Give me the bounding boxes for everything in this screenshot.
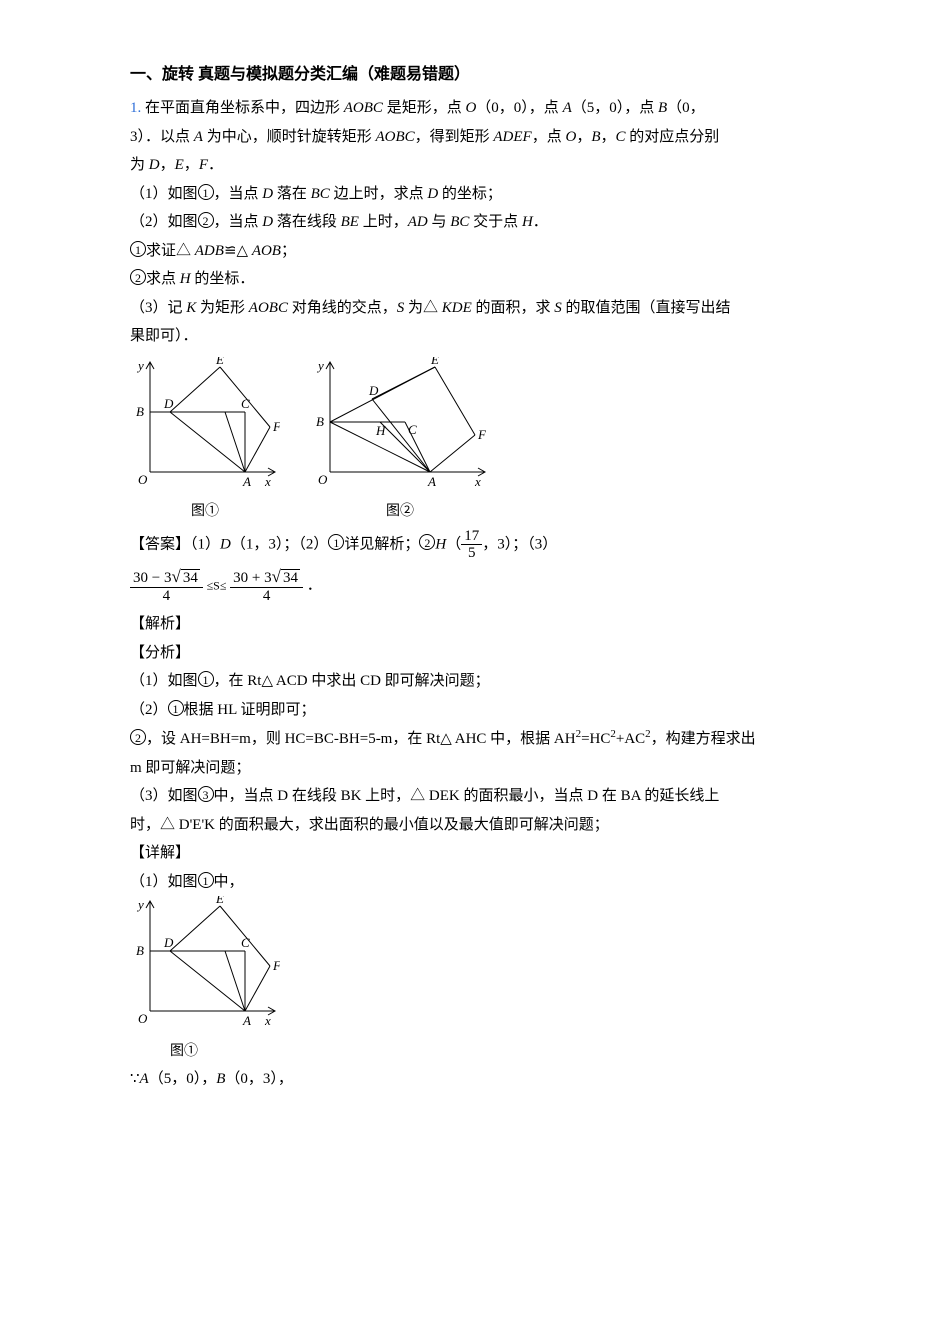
part-1: （1）如图1，当点 D 落在 BC 边上时，求点 D 的坐标；	[130, 180, 845, 209]
figure-1-svg: O Ax y B C D E F	[130, 357, 280, 487]
svg-text:A: A	[242, 474, 251, 487]
svg-text:y: y	[136, 358, 144, 373]
answer-line: 【答案】（1）D（1，3）；（2）1详见解析；2H（175，3）；（3）	[130, 528, 845, 562]
figure-1: O Ax y B C D E F 图①	[130, 357, 280, 526]
analysis-4b: 时，△ D'E'K 的面积最大，求出面积的最小值以及最大值即可解决问题；	[130, 811, 845, 840]
svg-text:B: B	[136, 404, 144, 419]
analysis-3b: m 即可解决问题；	[130, 754, 845, 783]
question-stem-l2: 3）．以点 A 为中心，顺时针旋转矩形 AOBC，得到矩形 ADEF，点 O，B…	[130, 123, 845, 152]
sub-1: 1求证△ ADB≌△ AOB；	[130, 237, 845, 266]
section-fenxi: 【分析】	[130, 639, 845, 668]
analysis-3: 2，设 AH=BH=m，则 HC=BC-BH=5-m，在 Rt△ AHC 中，根…	[130, 724, 845, 754]
svg-text:y: y	[136, 897, 144, 912]
svg-text:A: A	[242, 1013, 251, 1026]
svg-text:E: E	[215, 357, 224, 367]
last-line: ∵A（5，0），B（0，3），	[130, 1065, 845, 1094]
question-number: 1.	[130, 100, 141, 116]
part-3b: 果即可）．	[130, 322, 845, 351]
figure-2-svg: O Ax y B C D E F H	[310, 357, 490, 487]
part-2: （2）如图2，当点 D 落在线段 BE 上时，AD 与 BC 交于点 H．	[130, 208, 845, 237]
svg-text:y: y	[316, 358, 324, 373]
svg-text:F: F	[477, 427, 487, 442]
svg-text:E: E	[215, 896, 224, 906]
sub-2: 2求点 H 的坐标．	[130, 265, 845, 294]
svg-text:O: O	[318, 472, 328, 487]
svg-text:D: D	[163, 935, 174, 950]
analysis-2: （2）1根据 HL 证明即可；	[130, 696, 845, 725]
svg-text:H: H	[375, 423, 386, 438]
figure-1-caption: 图①	[130, 499, 280, 526]
svg-text:E: E	[430, 357, 439, 367]
question-stem-l3: 为 D，E，F．	[130, 151, 845, 180]
section-heading: 一、旋转 真题与模拟题分类汇编（难题易错题）	[130, 60, 845, 90]
svg-text:C: C	[408, 422, 417, 437]
detail-1: （1）如图1中，	[130, 868, 845, 897]
svg-text:C: C	[241, 935, 250, 950]
svg-text:A: A	[427, 474, 436, 487]
svg-text:O: O	[138, 1011, 148, 1026]
svg-text:x: x	[264, 474, 271, 487]
figure-2: O Ax y B C D E F H 图②	[310, 357, 490, 526]
question-stem-l1: 1. 在平面直角坐标系中，四边形 AOBC 是矩形，点 O（0，0），点 A（5…	[130, 94, 845, 123]
svg-text:D: D	[163, 396, 174, 411]
figure-1-repeat-svg: O Ax y B C D E F	[130, 896, 280, 1026]
figure-1-repeat: O Ax y B C D E F 图①	[130, 896, 845, 1065]
part-3: （3）记 K 为矩形 AOBC 对角线的交点，S 为△ KDE 的面积，求 S …	[130, 294, 845, 323]
svg-text:x: x	[264, 1013, 271, 1026]
figure-2-caption: 图②	[310, 499, 490, 526]
svg-text:B: B	[316, 414, 324, 429]
svg-text:B: B	[136, 943, 144, 958]
inequality-line: 30 − 3√344 ≤S≤ 30 + 3√344 ．	[130, 568, 845, 604]
section-jiexi: 【解析】	[130, 610, 845, 639]
section-xiangjie: 【详解】	[130, 839, 845, 868]
svg-text:O: O	[138, 472, 148, 487]
analysis-1: （1）如图1，在 Rt△ ACD 中求出 CD 即可解决问题；	[130, 667, 845, 696]
svg-text:x: x	[474, 474, 481, 487]
figure-1-repeat-caption: 图①	[130, 1039, 845, 1066]
svg-text:C: C	[241, 396, 250, 411]
analysis-4: （3）如图3中，当点 D 在线段 BK 上时，△ DEK 的面积最小，当点 D …	[130, 782, 845, 811]
svg-text:D: D	[368, 383, 379, 398]
svg-text:F: F	[272, 419, 280, 434]
svg-text:F: F	[272, 958, 280, 973]
